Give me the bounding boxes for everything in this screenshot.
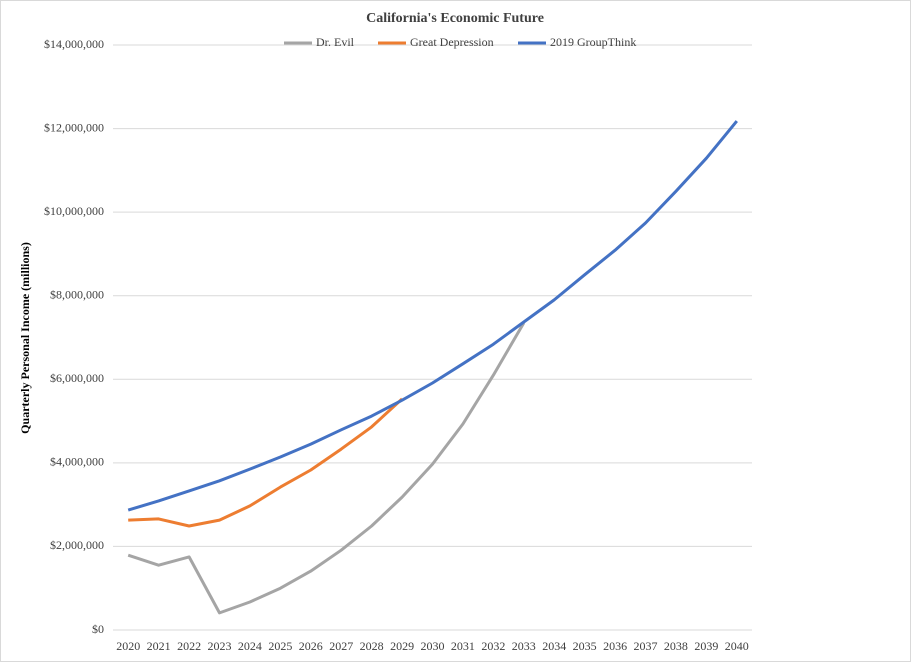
x-tick-label: 2040 bbox=[725, 639, 749, 653]
y-tick-label: $6,000,000 bbox=[50, 371, 104, 385]
x-tick-label: 2026 bbox=[299, 639, 323, 653]
x-tick-label: 2037 bbox=[634, 639, 658, 653]
y-tick-label: $12,000,000 bbox=[44, 120, 104, 134]
x-tick-label: 2035 bbox=[573, 639, 597, 653]
legend-label: 2019 GroupThink bbox=[550, 35, 636, 49]
series-line bbox=[127, 322, 526, 615]
x-tick-label: 2024 bbox=[238, 639, 262, 653]
x-tick-label: 2028 bbox=[360, 639, 384, 653]
y-axis-label: Quarterly Personal Income (millions) bbox=[18, 242, 32, 434]
x-tick-label: 2020 bbox=[116, 639, 140, 653]
x-tick-label: 2023 bbox=[208, 639, 232, 653]
y-tick-label: $8,000,000 bbox=[50, 287, 104, 301]
x-tick-label: 2029 bbox=[390, 639, 414, 653]
y-tick-label: $0 bbox=[92, 622, 104, 636]
y-tick-label: $10,000,000 bbox=[44, 204, 104, 218]
x-tick-label: 2031 bbox=[451, 639, 475, 653]
x-tick-label: 2022 bbox=[177, 639, 201, 653]
legend-label: Dr. Evil bbox=[316, 35, 355, 49]
x-tick-label: 2032 bbox=[481, 639, 505, 653]
x-tick-label: 2033 bbox=[512, 639, 536, 653]
x-tick-label: 2027 bbox=[329, 639, 353, 653]
x-tick-label: 2021 bbox=[147, 639, 171, 653]
chart-title: California's Economic Future bbox=[366, 11, 544, 26]
series-line bbox=[127, 120, 738, 512]
x-tick-label: 2030 bbox=[421, 639, 445, 653]
x-tick-label: 2034 bbox=[542, 639, 566, 653]
x-tick-label: 2025 bbox=[268, 639, 292, 653]
y-tick-label: $14,000,000 bbox=[44, 37, 104, 51]
x-tick-label: 2036 bbox=[603, 639, 627, 653]
x-tick-label: 2038 bbox=[664, 639, 688, 653]
series-line bbox=[128, 397, 404, 528]
x-tick-label: 2039 bbox=[694, 639, 718, 653]
legend-label: Great Depression bbox=[410, 35, 494, 49]
y-tick-label: $4,000,000 bbox=[50, 455, 104, 469]
y-tick-label: $2,000,000 bbox=[50, 538, 104, 552]
